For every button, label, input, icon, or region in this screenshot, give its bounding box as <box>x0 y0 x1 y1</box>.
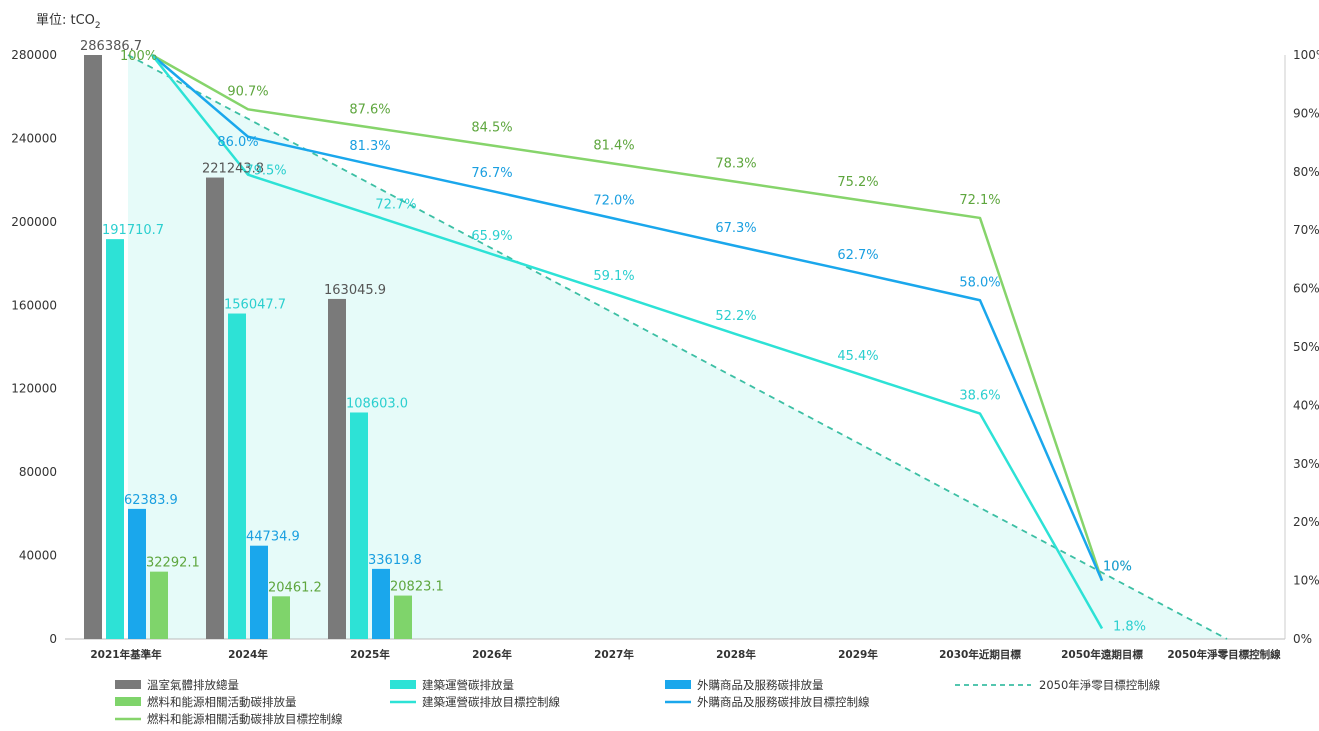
bar-value-label: 108603.0 <box>346 396 408 411</box>
bar-value-label: 44734.9 <box>246 530 300 545</box>
bar-value-label: 163045.9 <box>324 283 386 298</box>
unit-label: 單位: tCO2 <box>36 13 101 31</box>
x-category-label: 2028年 <box>716 648 756 661</box>
bar <box>272 596 290 639</box>
y2-tick-label: 70% <box>1293 223 1319 237</box>
x-category-label: 2030年近期目標 <box>939 648 1021 661</box>
y-tick-label: 0 <box>49 632 57 646</box>
bar-value-label: 191710.7 <box>102 223 164 238</box>
bar-value-label: 62383.9 <box>124 493 178 508</box>
bar-value-label: 286386.7 <box>80 39 142 54</box>
y-tick-label: 200000 <box>11 215 57 229</box>
y2-tick-label: 80% <box>1293 165 1319 179</box>
x-category-label: 2050年遠期目標 <box>1061 648 1143 661</box>
line-value-label: 52.2% <box>715 309 756 324</box>
line-value-label: 67.3% <box>715 221 756 236</box>
line-value-label: 86.0% <box>217 135 258 150</box>
bar-value-label: 221243.8 <box>202 162 264 177</box>
legend-label: 外購商品及服務碳排放目標控制線 <box>697 695 870 709</box>
line-value-label: 45.4% <box>837 349 878 364</box>
line-value-label: 84.5% <box>471 121 512 136</box>
x-category-label: 2026年 <box>472 648 512 661</box>
target-line <box>151 53 1104 581</box>
unit-label-subscript: 2 <box>95 21 101 31</box>
x-category-label: 2024年 <box>228 648 268 661</box>
bar-value-label: 20461.2 <box>268 580 322 595</box>
y2-tick-label: 60% <box>1293 282 1319 296</box>
line-value-label: 90.7% <box>227 84 268 99</box>
y2-tick-label: 30% <box>1293 457 1319 471</box>
y2-tick-label: 10% <box>1293 574 1319 588</box>
bar <box>328 298 346 639</box>
legend-label: 溫室氣體排放總量 <box>147 678 239 692</box>
legend-label: 外購商品及服務碳排放量 <box>697 678 824 692</box>
line-value-label: 72.1% <box>959 193 1000 208</box>
line-value-label: 58.0% <box>959 275 1000 290</box>
bar <box>394 595 412 639</box>
y-tick-label: 160000 <box>11 298 57 312</box>
line-value-label: 100% <box>120 49 157 64</box>
bar-value-label: 156047.7 <box>224 298 286 313</box>
line-value-label: 1.8% <box>1113 619 1146 634</box>
y2-tick-label: 0% <box>1293 632 1312 646</box>
line-value-label: 76.7% <box>471 166 512 181</box>
x-category-label: 2025年 <box>350 648 390 661</box>
bar <box>128 508 146 639</box>
line-value-label: 65.9% <box>471 229 512 244</box>
target-line <box>151 54 1104 630</box>
legend-label: 燃料和能源相關活動碳排放量 <box>147 695 297 709</box>
line-value-label: 81.4% <box>593 139 634 154</box>
target-line <box>151 54 1104 582</box>
x-category-label: 2027年 <box>594 648 634 661</box>
x-category-label: 2021年基準年 <box>90 648 162 661</box>
line-value-label: 81.3% <box>349 139 390 154</box>
line-value-label: 10% <box>1103 560 1132 575</box>
line-value-label: 59.1% <box>593 269 634 284</box>
bar <box>250 545 268 639</box>
bar-value-label: 32292.1 <box>146 556 200 571</box>
y-tick-label: 240000 <box>11 131 57 145</box>
legend-swatch <box>115 697 141 706</box>
bar <box>372 568 390 639</box>
y2-tick-label: 20% <box>1293 515 1319 529</box>
legend-label: 建築運營碳排放量 <box>422 678 514 692</box>
x-category-label: 2029年 <box>838 648 878 661</box>
net-zero-dashed-line <box>127 54 1228 640</box>
legend-label: 燃料和能源相關活動碳排放目標控制線 <box>147 712 343 726</box>
line-value-label: 62.7% <box>837 248 878 263</box>
y2-tick-label: 50% <box>1293 340 1319 354</box>
y-tick-label: 40000 <box>19 549 57 563</box>
line-value-label: 10% <box>1103 560 1132 575</box>
line-value-label: 72.7% <box>375 197 416 212</box>
y2-tick-label: 90% <box>1293 106 1319 120</box>
line-value-label: 87.6% <box>349 102 390 117</box>
legend-swatch <box>390 680 416 689</box>
bar <box>150 571 168 639</box>
bar-value-label: 33619.8 <box>368 553 422 568</box>
line-value-label: 38.6% <box>959 389 1000 404</box>
bar <box>206 177 224 639</box>
y2-tick-label: 40% <box>1293 398 1319 412</box>
legend-swatch <box>665 680 691 689</box>
line-value-label: 72.0% <box>593 194 634 209</box>
bar <box>350 412 368 639</box>
y-tick-label: 80000 <box>19 465 57 479</box>
line-value-label: 79.5% <box>245 164 286 179</box>
line-value-label: 75.2% <box>837 175 878 190</box>
bar-value-label: 20823.1 <box>390 580 444 595</box>
y-tick-label: 120000 <box>11 382 57 396</box>
legend-swatch <box>115 680 141 689</box>
y-tick-label: 280000 <box>11 48 57 62</box>
legend-label: 2050年淨零目標控制線 <box>1039 678 1161 692</box>
x-category-label: 2050年淨零目標控制線 <box>1167 648 1281 661</box>
bar <box>106 239 124 640</box>
legend-label: 建築運營碳排放目標控制線 <box>422 695 560 709</box>
y2-tick-label: 100% <box>1293 48 1319 62</box>
bar <box>84 55 102 639</box>
unit-label-main: 單位: tCO <box>36 13 95 28</box>
line-value-label: 78.3% <box>715 157 756 172</box>
bar <box>228 313 246 639</box>
